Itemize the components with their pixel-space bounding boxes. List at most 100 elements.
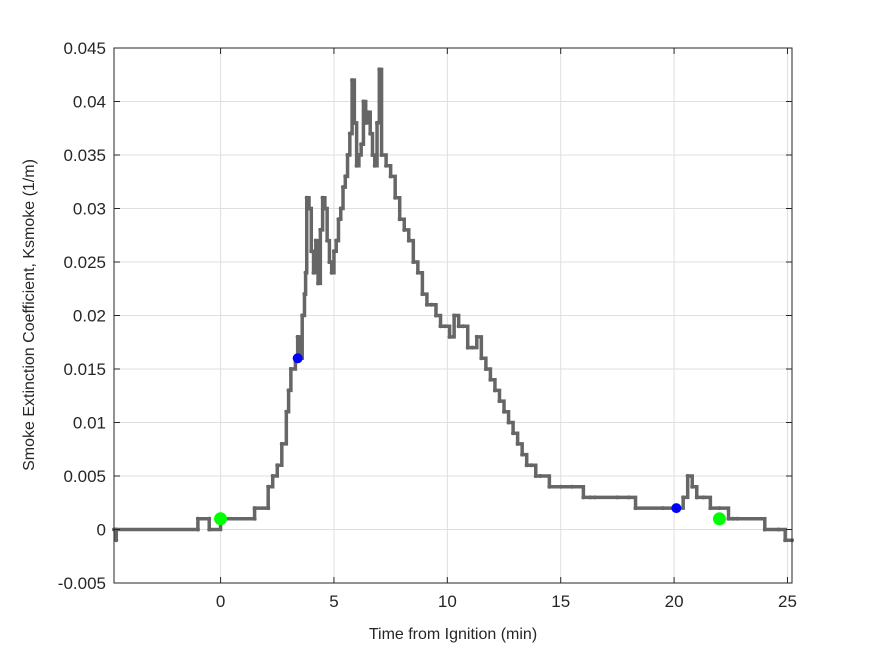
blue-marker <box>671 503 682 514</box>
data-point <box>447 334 452 339</box>
data-point <box>286 388 291 393</box>
data-point <box>316 281 321 286</box>
data-point <box>252 516 257 521</box>
y-tick-label: 0.045 <box>63 39 106 58</box>
data-point <box>615 495 620 500</box>
data-point <box>488 377 493 382</box>
data-point <box>438 324 443 329</box>
data-point <box>726 516 731 521</box>
highlight-markers <box>214 353 726 526</box>
data-point <box>379 153 384 157</box>
data-point <box>347 131 352 136</box>
data-point <box>372 163 377 168</box>
data-point <box>538 474 543 478</box>
data-point <box>717 506 722 511</box>
x-tick-label: 10 <box>438 592 457 611</box>
data-point <box>502 409 507 414</box>
y-tick-labels: -0.005 0 0.005 0.01 0.015 0.02 0.025 0.03 0.035 0… <box>58 39 106 593</box>
data-point <box>375 120 380 125</box>
data-point <box>252 506 257 511</box>
data-point <box>207 527 212 532</box>
data-point <box>429 302 434 307</box>
data-point <box>397 217 402 222</box>
data-point <box>309 249 314 254</box>
data-point <box>195 516 200 521</box>
y-tick-label: 0.025 <box>63 253 106 272</box>
data-point <box>311 270 316 275</box>
data-point <box>365 110 370 115</box>
data-point <box>470 345 475 350</box>
x-tick-label: 20 <box>665 592 684 611</box>
data-point <box>581 495 586 500</box>
data-point <box>735 516 740 521</box>
data-point <box>479 356 484 361</box>
data-point <box>384 163 389 168</box>
data-point <box>368 131 373 136</box>
data-point <box>731 516 736 521</box>
data-point <box>207 516 212 521</box>
y-tick-label: 0.03 <box>73 200 106 219</box>
data-point <box>524 463 529 468</box>
data-point <box>701 495 706 500</box>
data-point <box>338 206 343 211</box>
data-point <box>461 324 466 329</box>
x-axis-label: Time from Ignition (min) <box>369 626 537 643</box>
y-tick-label: 0.01 <box>73 414 106 433</box>
data-point <box>506 420 511 425</box>
data-point <box>303 270 308 275</box>
y-tick-label: -0.005 <box>58 574 106 593</box>
data-point <box>195 527 200 532</box>
data-point <box>300 313 305 318</box>
data-point <box>266 506 271 511</box>
data-point <box>558 484 563 489</box>
data-point <box>529 463 534 468</box>
data-point <box>520 452 525 457</box>
data-point <box>114 538 119 543</box>
data-point <box>690 484 695 489</box>
data-point <box>284 409 289 414</box>
data-point <box>424 302 429 307</box>
data-point <box>776 527 781 532</box>
green-marker <box>712 512 726 526</box>
data-point <box>363 120 368 125</box>
data-point <box>708 506 713 511</box>
data-point <box>465 345 470 350</box>
data-point <box>336 217 341 222</box>
data-point <box>533 474 538 478</box>
data-point <box>325 238 330 243</box>
axis-ticks <box>114 47 792 584</box>
y-tick-label: 0 <box>97 521 106 540</box>
y-tick-label: 0.015 <box>63 360 106 379</box>
data-point <box>588 495 593 500</box>
data-point <box>515 441 520 446</box>
ksmoke-series <box>112 67 794 543</box>
data-point <box>370 153 375 157</box>
y-tick-label: 0.02 <box>73 307 106 326</box>
data-point <box>406 238 411 243</box>
x-tick-labels: 0 5 10 15 20 25 <box>216 592 797 611</box>
data-point <box>343 174 348 179</box>
data-point <box>492 388 497 393</box>
data-point <box>411 260 416 264</box>
data-point <box>456 324 461 329</box>
data-point <box>318 227 323 232</box>
x-tick-label: 5 <box>329 592 338 611</box>
data-point <box>443 324 448 329</box>
data-point <box>660 506 665 511</box>
data-point <box>694 495 699 500</box>
data-point <box>570 484 575 489</box>
y-tick-label: 0.035 <box>63 146 106 165</box>
data-point <box>681 495 686 500</box>
data-point <box>377 67 382 72</box>
data-point <box>279 441 284 446</box>
data-point <box>415 270 420 275</box>
y-tick-label: 0.04 <box>73 93 106 112</box>
data-point <box>474 334 479 339</box>
data-point <box>322 206 327 211</box>
x-tick-label: 25 <box>778 592 797 611</box>
data-point <box>288 367 293 371</box>
data-point <box>402 227 407 232</box>
data-point <box>592 495 597 500</box>
data-point <box>783 538 788 543</box>
